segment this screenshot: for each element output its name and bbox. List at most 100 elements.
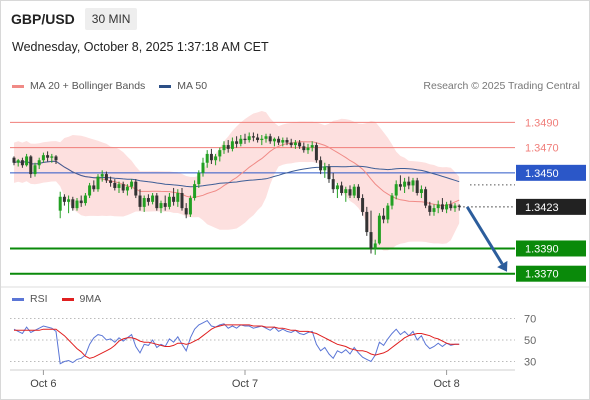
candle-body	[88, 185, 92, 196]
candle-body	[188, 198, 192, 215]
candle-body	[146, 198, 150, 202]
candle-body	[96, 176, 100, 190]
candle-body	[235, 141, 239, 144]
candle-body	[260, 138, 264, 141]
x-tick-label: Oct 8	[433, 378, 459, 390]
candle-body	[415, 180, 419, 193]
level-label-1.3470: 1.3470	[525, 143, 559, 155]
candle-body	[54, 156, 58, 161]
candle-body	[33, 165, 37, 175]
level-label-bg-1.3370	[516, 265, 586, 282]
candle-body	[335, 185, 339, 190]
rsi-legend: RSI 9MA	[12, 293, 115, 305]
candle-body	[62, 196, 66, 202]
candle-body	[243, 138, 247, 141]
candle-body	[264, 136, 268, 139]
candle-body	[71, 199, 75, 209]
candle-body	[268, 136, 272, 142]
candle-body	[428, 205, 432, 212]
candle-body	[327, 166, 331, 180]
candle-body	[25, 156, 29, 166]
candle-body	[310, 145, 314, 148]
candle-body	[256, 137, 260, 141]
candle-body	[369, 232, 373, 249]
candle-body	[403, 181, 407, 187]
rsi-tick-label-30: 30	[524, 357, 536, 369]
candle-body	[201, 162, 205, 173]
candle-body	[314, 145, 318, 161]
candle-body	[79, 200, 83, 204]
candle-body	[306, 147, 310, 151]
legend-swatch-9ma	[61, 297, 74, 301]
candle-body	[172, 196, 176, 202]
candle-body	[449, 204, 453, 209]
candle-body	[352, 186, 356, 196]
legend-item-ma20: MA 20 + Bollinger Bands	[12, 80, 145, 92]
candle-body	[167, 196, 171, 207]
candle-body	[394, 184, 398, 196]
candle-body	[163, 203, 167, 207]
candle-body	[209, 153, 213, 161]
level-label-bg-1.3450	[516, 164, 586, 181]
legend-label-rsi: RSI	[30, 293, 48, 305]
candle-body	[205, 153, 209, 163]
candle-body	[12, 157, 16, 163]
candle-body	[390, 195, 394, 206]
candle-body	[398, 184, 402, 187]
legend-label-ma50: MA 50	[177, 80, 208, 92]
level-label-1.3490: 1.3490	[525, 117, 559, 129]
candle-body	[58, 196, 62, 211]
candle-body	[432, 208, 436, 212]
candle-body	[50, 156, 54, 158]
x-tick-label: Oct 7	[232, 378, 258, 390]
candle-body	[247, 136, 251, 141]
chart-header: GBP/USD 30 MIN	[11, 7, 138, 31]
rsi-tick-label-70: 70	[524, 313, 536, 325]
legend-item-ma50: MA 50	[159, 80, 207, 92]
candle-body	[411, 180, 415, 186]
candle-body	[180, 193, 184, 209]
timeframe-button[interactable]: 30 MIN	[84, 8, 138, 30]
ma50-line	[13, 160, 460, 188]
candle-body	[344, 189, 348, 193]
candle-body	[281, 140, 285, 143]
candle-body	[386, 205, 390, 220]
candle-body	[37, 160, 41, 166]
candle-body	[419, 189, 423, 193]
candle-body	[436, 204, 440, 209]
candle-body	[29, 156, 33, 175]
main-legend: MA 20 + Bollinger Bands MA 50	[12, 80, 221, 92]
candle-body	[230, 141, 234, 149]
candle-body	[197, 172, 201, 185]
candle-body	[424, 189, 428, 206]
candle-body	[440, 204, 444, 210]
legend-swatch-ma20	[12, 84, 24, 88]
bollinger-band-fill	[14, 111, 460, 251]
level-label-bg-1.3390	[516, 240, 586, 257]
legend-label-9ma: 9MA	[79, 293, 102, 305]
candle-body	[340, 185, 344, 193]
legend-label-ma20: MA 20 + Bollinger Bands	[30, 80, 146, 92]
level-label-1.3390: 1.3390	[525, 243, 559, 255]
candle-body	[121, 184, 125, 191]
candle-body	[104, 174, 108, 181]
candle-body	[298, 142, 302, 147]
rsi-tick-label-50: 50	[524, 335, 536, 347]
candle-body	[382, 215, 386, 220]
candle-body	[226, 145, 230, 149]
candle-body	[377, 215, 381, 244]
candle-body	[272, 138, 276, 142]
legend-swatch-rsi	[12, 297, 24, 301]
rsi-line	[13, 319, 460, 365]
candle-body	[16, 160, 20, 163]
candle-body	[83, 195, 87, 204]
candle-body	[453, 205, 457, 209]
candle-body	[92, 185, 96, 190]
candle-body	[222, 145, 226, 151]
candle-body	[130, 181, 134, 187]
symbol-title: GBP/USD	[11, 11, 75, 27]
candle-body	[138, 195, 142, 207]
legend-item-9ma: 9MA	[61, 293, 102, 305]
candle-body	[323, 166, 327, 171]
candle-body	[41, 155, 45, 161]
